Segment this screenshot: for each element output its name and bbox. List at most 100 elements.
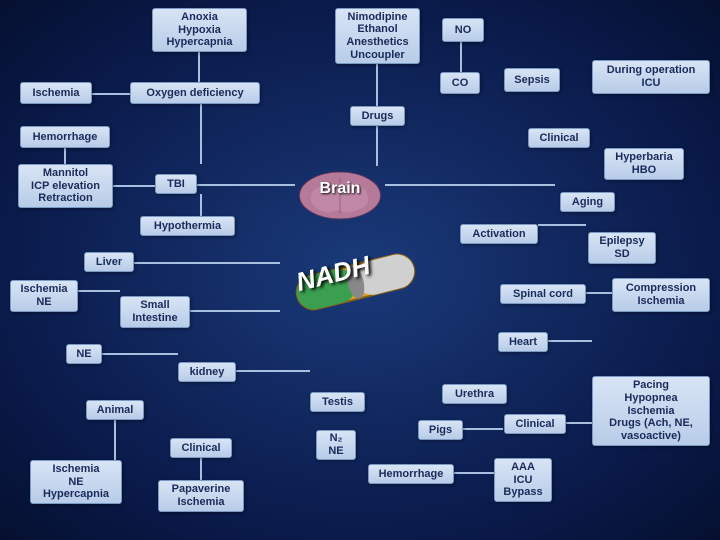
node-duringop: During operationICU xyxy=(592,60,710,94)
node-hyperbaria: HyperbariaHBO xyxy=(604,148,684,180)
edge-16 xyxy=(102,353,178,355)
node-text: Liver xyxy=(91,256,127,269)
node-text: Ischemia xyxy=(37,463,115,476)
node-nimodipine: NimodipineEthanolAnestheticsUncoupler xyxy=(335,8,420,64)
node-text: Retraction xyxy=(25,192,106,205)
node-pigs: Pigs xyxy=(418,420,463,440)
edge-13 xyxy=(586,292,612,294)
node-text: Ischemia xyxy=(165,496,237,509)
edge-0 xyxy=(198,52,200,82)
node-aaa: AAAICUBypass xyxy=(494,458,552,502)
node-text: Mannitol xyxy=(25,167,106,180)
edge-6 xyxy=(64,148,66,164)
node-n2ne: N₂NE xyxy=(316,430,356,460)
node-text: Nimodipine xyxy=(342,11,413,24)
node-text: Heart xyxy=(505,336,541,349)
node-liver: Liver xyxy=(84,252,134,272)
node-text: ICU xyxy=(501,474,545,487)
edge-18 xyxy=(114,420,116,460)
node-heart: Heart xyxy=(498,332,548,352)
node-clinical3: Clinical xyxy=(170,438,232,458)
node-hypothermia: Hypothermia xyxy=(140,216,235,236)
node-text: HBO xyxy=(611,164,677,177)
node-text: Aging xyxy=(567,196,608,209)
node-text: ICP elevation xyxy=(25,180,106,193)
node-clinical1: Clinical xyxy=(528,128,590,148)
node-text: Intestine xyxy=(127,312,183,325)
node-ischemiane: IschemiaNE xyxy=(10,280,78,312)
node-text: kidney xyxy=(185,366,229,379)
node-text: Pigs xyxy=(425,424,456,437)
node-text: Small xyxy=(127,299,183,312)
node-text: NE xyxy=(17,296,71,309)
node-activation: Activation xyxy=(460,224,538,244)
node-text: N₂ xyxy=(323,432,349,445)
node-text: Clinical xyxy=(177,442,225,455)
node-spinal: Spinal cord xyxy=(500,284,586,304)
node-text: Ischemia xyxy=(27,87,85,100)
brain-label: Brain xyxy=(298,180,382,198)
node-text: NE xyxy=(37,476,115,489)
node-anoxia: AnoxiaHypoxiaHypercapnia xyxy=(152,8,247,52)
node-text: Drugs (Ach, NE, xyxy=(599,417,703,430)
node-compression: CompressionIschemia xyxy=(612,278,710,312)
node-text: NE xyxy=(323,445,349,458)
node-text: Epilepsy xyxy=(595,235,649,248)
node-text: vasoactive) xyxy=(599,430,703,443)
node-text: Ethanol xyxy=(342,23,413,36)
node-pacing: PacingHypopneaIschemiaDrugs (Ach, NE,vas… xyxy=(592,376,710,446)
node-ischemia: Ischemia xyxy=(20,82,92,104)
node-text: Ischemia xyxy=(619,295,703,308)
node-papaverine: PapaverineIschemia xyxy=(158,480,244,512)
node-text: Bypass xyxy=(501,486,545,499)
node-text: Anesthetics xyxy=(342,36,413,49)
node-text: Hypercapnia xyxy=(159,36,240,49)
node-epilepsy: EpilepsySD xyxy=(588,232,656,264)
edge-4 xyxy=(376,126,378,166)
node-text: During operation xyxy=(599,64,703,77)
node-text: Uncoupler xyxy=(342,49,413,62)
node-clinical2: Clinical xyxy=(504,414,566,434)
node-ne: NE xyxy=(66,344,102,364)
node-sepsis: Sepsis xyxy=(504,68,560,92)
node-oxydef: Oxygen deficiency xyxy=(130,82,260,104)
node-smallint: SmallIntestine xyxy=(120,296,190,328)
node-text: CO xyxy=(447,77,473,90)
edge-17 xyxy=(236,370,310,372)
edge-21 xyxy=(463,428,503,430)
edge-14 xyxy=(134,262,280,264)
node-text: Hypoxia xyxy=(159,24,240,37)
node-text: Anoxia xyxy=(159,11,240,24)
node-text: Hypercapnia xyxy=(37,488,115,501)
node-urethra: Urethra xyxy=(442,384,507,404)
node-drugs: Drugs xyxy=(350,106,405,126)
edge-23 xyxy=(566,422,592,424)
node-text: Clinical xyxy=(511,418,559,431)
edge-1 xyxy=(376,64,378,106)
node-text: NE xyxy=(73,348,95,361)
node-no: NO xyxy=(442,18,484,42)
edge-5 xyxy=(460,40,462,72)
node-text: Hyperbaria xyxy=(611,151,677,164)
node-text: Oxygen deficiency xyxy=(137,87,253,100)
node-hemorrhage: Hemorrhage xyxy=(20,126,110,148)
node-aging: Aging xyxy=(560,192,615,212)
node-text: NO xyxy=(449,24,477,37)
node-text: Pacing xyxy=(599,379,703,392)
edge-11 xyxy=(538,224,586,226)
node-text: Drugs xyxy=(357,110,398,123)
node-text: Sepsis xyxy=(511,74,553,87)
edge-9 xyxy=(200,194,202,216)
edge-22 xyxy=(454,472,494,474)
edge-12 xyxy=(78,290,120,292)
node-text: Clinical xyxy=(535,132,583,145)
node-tbi: TBI xyxy=(155,174,197,194)
node-text: Animal xyxy=(93,404,137,417)
node-text: Compression xyxy=(619,282,703,295)
edge-7 xyxy=(113,185,155,187)
edge-20 xyxy=(548,340,592,342)
edge-3 xyxy=(200,104,202,164)
node-text: Papaverine xyxy=(165,483,237,496)
node-text: Hypothermia xyxy=(147,220,228,233)
edge-10 xyxy=(385,184,555,186)
